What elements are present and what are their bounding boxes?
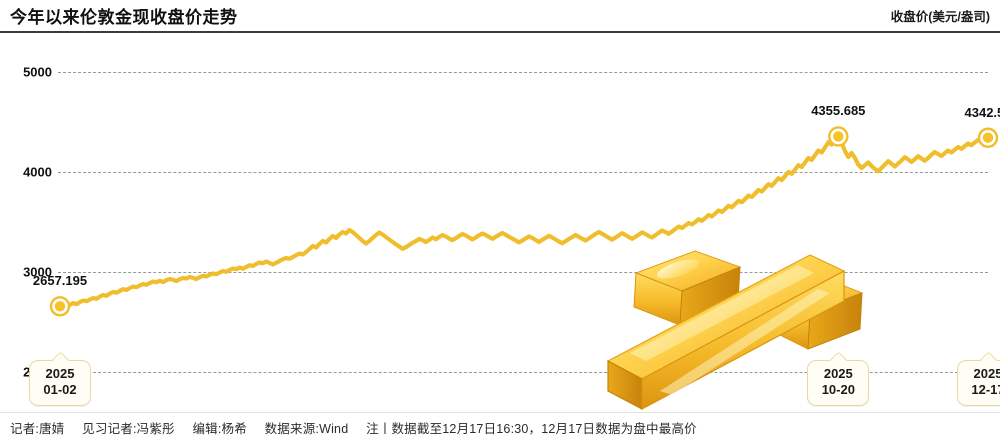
gold-bars-illustration	[606, 250, 864, 411]
date-box-start-year: 2025	[45, 366, 75, 381]
date-box-start-monthday: 01-02	[43, 382, 77, 398]
date-box-peak[interactable]: 2025 10-20	[807, 360, 870, 406]
footer-divider	[0, 412, 1000, 413]
peak-value-label: 4355.685	[811, 103, 866, 119]
y-tick-label-5000: 5000	[23, 64, 52, 80]
marker-peak-point[interactable]	[833, 131, 844, 142]
series-line-london-gold	[57, 134, 991, 310]
gridline-4000	[58, 172, 988, 173]
y-axis-unit-label: 收盘价(美元/盎司)	[890, 10, 990, 24]
gridline-2000	[58, 372, 988, 373]
chart-header: 今年以来伦敦金现收盘价走势 收盘价(美元/盎司)	[0, 0, 1000, 31]
date-box-end-monthday: 12-17	[971, 382, 1000, 398]
last-value-label: 4342.52	[964, 104, 1000, 120]
price-line-chart	[49, 126, 999, 317]
y-tick-label-3000: 3000	[23, 264, 52, 280]
footer-editor: 编辑:杨希	[192, 422, 247, 436]
plot-area: 2000300040005000	[0, 33, 1000, 411]
footer-credits: 记者:唐婧 见习记者:冯紫彤 编辑:杨希 数据来源:Wind 注丨数据截至12月…	[10, 418, 697, 437]
gold-bar-front	[606, 254, 846, 411]
footer-data-source: 数据来源:Wind	[264, 422, 349, 436]
data-point-markers	[49, 126, 999, 317]
footer-intern-reporter: 见习记者:冯紫彤	[82, 422, 175, 436]
first-value-label: 2657.195	[32, 273, 88, 289]
marker-first-point[interactable]	[54, 301, 66, 312]
footer-reporter: 记者:唐婧	[10, 422, 65, 436]
y-tick-label-4000: 4000	[23, 164, 52, 180]
page-title: 今年以来伦敦金现收盘价走势	[10, 8, 238, 27]
date-box-end-year: 2025	[973, 366, 1000, 381]
date-box-peak-monthday: 10-20	[821, 382, 855, 398]
marker-last-point[interactable]	[982, 132, 994, 143]
footer-note: 注丨数据截至12月17日16:30，12月17日数据为盘中最高价	[366, 422, 697, 436]
date-box-start[interactable]: 2025 01-02	[29, 360, 91, 406]
header-divider	[0, 31, 1000, 33]
gridline-5000	[58, 72, 988, 73]
gridline-3000	[58, 272, 988, 273]
date-box-end[interactable]: 2025 12-17	[957, 360, 1000, 406]
date-box-peak-year: 2025	[823, 366, 853, 381]
